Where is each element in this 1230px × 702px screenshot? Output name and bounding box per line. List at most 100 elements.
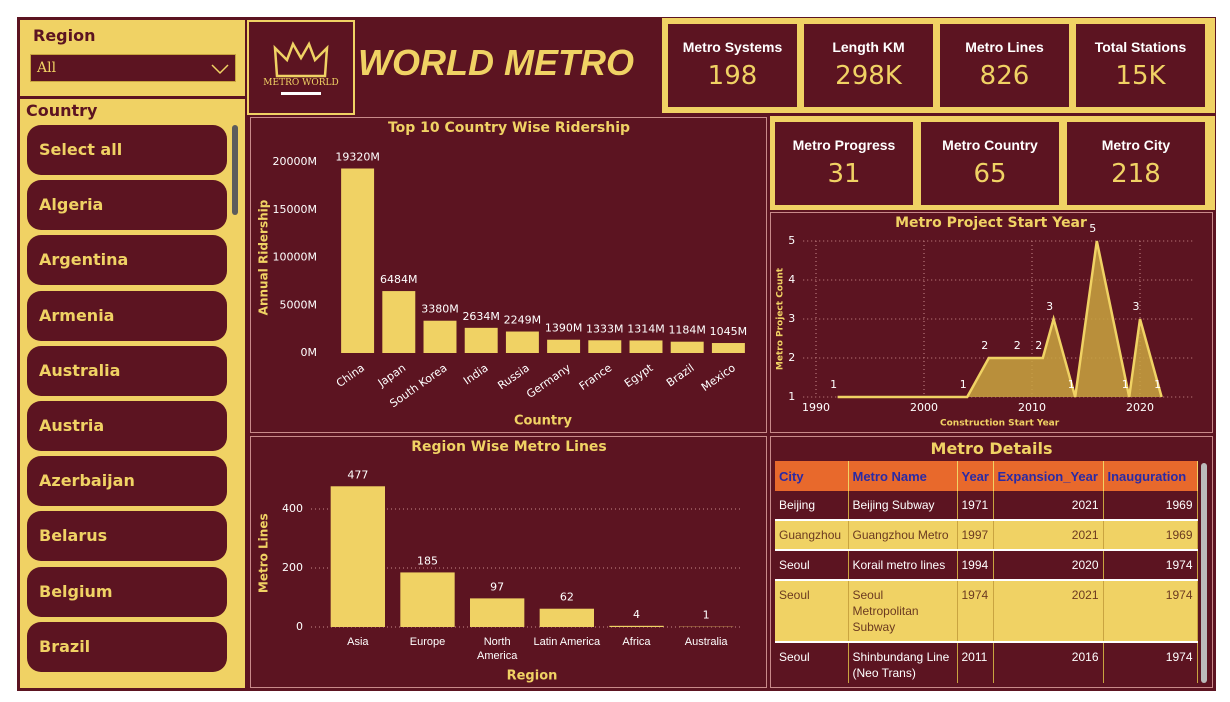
x-tick-label: 2010	[1018, 401, 1046, 414]
data-label: 1	[830, 378, 837, 391]
x-tick-area: Africa	[622, 636, 651, 648]
table-cell: 1969	[1103, 520, 1198, 551]
country-button[interactable]: Australia	[27, 345, 227, 396]
x-axis-title: Region	[507, 669, 558, 684]
x-tick-area: Asia	[347, 636, 368, 648]
data-label: 1184M	[668, 324, 706, 337]
country-button[interactable]: Brazil	[27, 621, 227, 672]
bar	[547, 339, 581, 353]
country-button[interactable]: Belarus	[27, 511, 227, 562]
kpi-card: Metro Systems 198	[668, 24, 797, 107]
x-tick-label: Africa	[622, 636, 651, 648]
region-selected: All	[37, 60, 57, 76]
region-dropdown[interactable]: All	[30, 54, 236, 82]
data-label: 2	[981, 339, 988, 352]
kpi-row: Metro Progress 31 Metro Country 65 Metro Cit…	[770, 116, 1215, 210]
x-tick-label: Europe	[409, 636, 446, 648]
table-row: Guangzhou Guangzhou Metro 1997 2021 1969	[775, 520, 1198, 551]
data-label: 1045M	[710, 325, 748, 338]
table-cell: 1971	[957, 491, 994, 521]
table-title: Metro Details	[930, 439, 1053, 458]
kpi-label: Metro Lines	[965, 39, 1044, 55]
table-row: Seoul Seoul Metropolitan Subway 1974 2021 19…	[775, 580, 1198, 643]
column-header: City	[775, 461, 849, 491]
bar	[670, 341, 704, 353]
bar	[588, 340, 622, 353]
x-tick-label: 1990	[802, 401, 830, 414]
column-header: Expansion_Year	[993, 461, 1104, 491]
table-cell: Seoul Metropolitan Subway	[848, 580, 958, 643]
table-cell: 1997	[957, 520, 994, 551]
y-tick-label: 0M	[301, 346, 318, 359]
table-cell: Seoul	[775, 642, 849, 683]
country-button[interactable]: Belgium	[27, 566, 227, 617]
table-panel: Metro Details City Metro Name Year Expansio…	[770, 436, 1213, 688]
country-name: Argentina	[39, 250, 129, 270]
kpi-value: 826	[979, 61, 1030, 91]
country-button[interactable]: Select all	[27, 125, 227, 175]
kpi-label: Length KM	[832, 39, 905, 55]
table-cell: Seoul	[775, 550, 849, 581]
y-tick-label: 10000M	[273, 251, 317, 264]
header-row: City Metro Name Year Expansion_Year Inaugura…	[775, 461, 1198, 491]
table-cell: Guangzhou	[775, 520, 849, 551]
y-tick-label: 5	[788, 234, 795, 247]
x-tick-label: North America	[476, 636, 518, 662]
country-button[interactable]: Algeria	[27, 180, 227, 231]
y-axis-title: Annual Ridership	[257, 199, 271, 315]
table-cell: 2020	[993, 550, 1104, 581]
y-tick-label: 4	[788, 273, 795, 286]
y-axis-title: Metro Lines	[257, 513, 271, 593]
y-axis-title: Metro Project Count	[776, 267, 786, 370]
panel-border	[250, 117, 767, 433]
x-tick-label: Latin America	[533, 636, 601, 648]
x-tick-area: Australia	[685, 636, 728, 648]
table-scrollbar[interactable]	[1201, 463, 1207, 683]
table-cell: 1974	[957, 580, 994, 643]
logo: METRO WORLD	[247, 20, 355, 115]
y-tick-label: 3	[788, 312, 795, 325]
kpi-value: 198	[707, 61, 758, 91]
country-name: Austria	[39, 416, 105, 435]
country-button[interactable]: Azerbaijan	[27, 456, 227, 507]
y-tick-label: 2	[788, 351, 795, 364]
table-cell: 2021	[993, 520, 1104, 551]
y-tick-label: 5000M	[280, 298, 318, 311]
bar	[341, 168, 375, 353]
bar	[464, 327, 498, 353]
country-button[interactable]: Armenia	[27, 290, 227, 341]
data-label: 1314M	[627, 322, 665, 335]
bar	[330, 486, 386, 627]
x-tick-label: 2020	[1126, 401, 1154, 414]
kpi-value: 298K	[835, 61, 902, 91]
scrollbar[interactable]	[232, 125, 238, 215]
kpi-label: Metro Progress	[792, 137, 896, 153]
x-tick-area: Europe	[409, 636, 446, 648]
table-cell: Beijing	[775, 491, 849, 521]
kpi-card: Metro Country 65	[921, 122, 1059, 205]
start-year-chart: Metro Project Start Year 1 2 3 4 5 Metro Proje…	[770, 212, 1213, 433]
dropdown-arrow	[211, 64, 229, 75]
country-name: Azerbaijan	[39, 471, 135, 491]
table-cell: 1974	[1103, 642, 1198, 683]
data-label: 1390M	[545, 322, 583, 335]
table-row: Seoul Shinbundang Line (Neo Trans) 2011 201…	[775, 642, 1198, 683]
data-label: 1333M	[586, 322, 624, 335]
x-tick-area: Latin America	[533, 636, 601, 648]
table-cell: 1974	[1103, 580, 1198, 643]
table-viewport: City Metro Name Year Expansion_Year Inaugura…	[775, 461, 1199, 683]
kpi-value: 218	[1111, 159, 1161, 189]
table-cell: Guangzhou Metro	[848, 520, 958, 551]
country-button[interactable]: Austria	[27, 401, 227, 451]
chart-title: Top 10 Country Wise Ridership	[388, 120, 630, 136]
bar	[505, 331, 539, 353]
country-button[interactable]: Argentina	[27, 235, 227, 286]
panel-border	[770, 212, 1213, 433]
table-cell: Beijing Subway	[848, 491, 958, 521]
data-label: 2634M	[462, 310, 500, 323]
chart-title: Metro Project Start Year	[895, 215, 1087, 231]
data-label: 185	[417, 554, 438, 567]
data-label: 1	[1154, 378, 1161, 391]
data-label: 2	[1014, 339, 1021, 352]
